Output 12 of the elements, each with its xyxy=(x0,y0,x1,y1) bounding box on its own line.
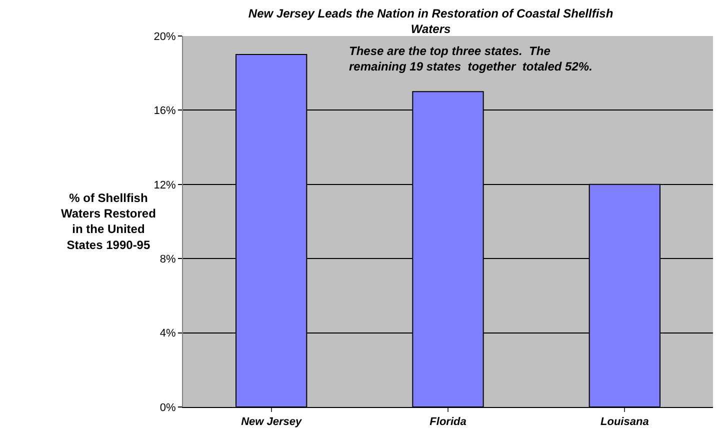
x-tick-label: Florida xyxy=(430,416,466,428)
y-tick-label: 16% xyxy=(154,105,176,118)
chart-title: New Jersey Leads the Nation in Restoration of Coastal Shellfish Waters xyxy=(248,6,614,36)
x-tick-label: New Jersey xyxy=(241,416,302,428)
y-axis-title: % of Shellfish Waters Restored in the United States 1990-95 xyxy=(61,191,156,252)
y-tick-label: 12% xyxy=(154,179,176,192)
annotation: These are the top three states. The remaining 19 states together totaled 52%. xyxy=(349,44,592,74)
y-tick-label: 8% xyxy=(160,253,176,266)
y-tick-label: 0% xyxy=(160,402,176,414)
y-tick-label: 20% xyxy=(154,30,176,43)
y-tick-label: 4% xyxy=(160,328,176,340)
x-tick-label: Louisana xyxy=(600,416,649,428)
